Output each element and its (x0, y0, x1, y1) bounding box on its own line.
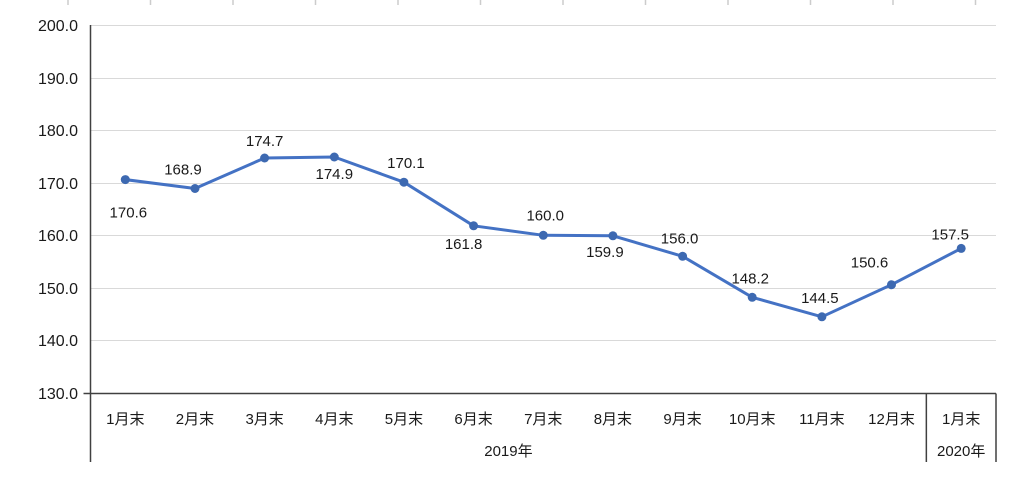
y-axis-tick-label: 180.0 (38, 123, 78, 140)
data-point-label: 160.0 (526, 207, 564, 224)
x-category-label: 1月末 (942, 411, 980, 428)
x-category-label: 10月末 (729, 411, 776, 428)
data-point-label: 170.6 (110, 205, 148, 222)
y-axis-tick-label: 140.0 (38, 333, 78, 350)
data-point-marker (608, 231, 618, 241)
data-point-label: 170.1 (387, 155, 425, 172)
x-category-label: 9月末 (663, 411, 701, 428)
x-category-label: 4月末 (315, 411, 353, 428)
x-category-label: 11月末 (799, 411, 845, 428)
y-axis-tick-label: 200.0 (38, 18, 78, 35)
data-point-marker (678, 251, 688, 261)
data-point-label: 148.2 (731, 270, 769, 287)
data-point-marker (469, 221, 479, 231)
y-axis-tick-label: 190.0 (38, 71, 78, 88)
x-category-label: 6月末 (454, 411, 492, 428)
y-axis-tick-label: 150.0 (38, 281, 78, 298)
data-point-label: 174.9 (316, 166, 354, 183)
x-category-label: 12月末 (868, 411, 915, 428)
year-label: 2020年 (937, 443, 985, 460)
y-axis-tick-label: 130.0 (38, 386, 78, 403)
x-category-label: 3月末 (245, 411, 283, 428)
data-point-marker (399, 177, 409, 187)
x-category-label: 8月末 (594, 411, 632, 428)
data-point-label: 156.0 (661, 230, 699, 247)
data-point-marker (956, 243, 966, 253)
x-category-label: 1月末 (106, 411, 144, 428)
data-point-label: 157.5 (931, 226, 969, 243)
x-category-label: 2月末 (176, 411, 214, 428)
data-point-marker (538, 230, 548, 240)
data-point-marker (817, 312, 827, 322)
data-point-label: 174.7 (246, 133, 284, 150)
y-axis-tick-label: 160.0 (38, 228, 78, 245)
data-point-label: 161.8 (445, 236, 483, 253)
year-label: 2019年 (484, 443, 532, 460)
data-point-marker (747, 292, 757, 302)
data-point-marker (260, 153, 270, 163)
data-point-label: 168.9 (164, 161, 202, 178)
data-point-marker (329, 152, 339, 162)
x-category-label: 5月末 (385, 411, 423, 428)
data-point-label: 144.5 (801, 290, 839, 307)
data-point-marker (190, 184, 200, 193)
data-point-marker (120, 175, 130, 185)
data-point-label: 159.9 (586, 244, 624, 261)
x-category-label: 7月末 (524, 411, 562, 428)
data-point-marker (887, 280, 896, 290)
data-point-label: 150.6 (851, 255, 889, 272)
y-axis-tick-label: 170.0 (38, 176, 78, 193)
